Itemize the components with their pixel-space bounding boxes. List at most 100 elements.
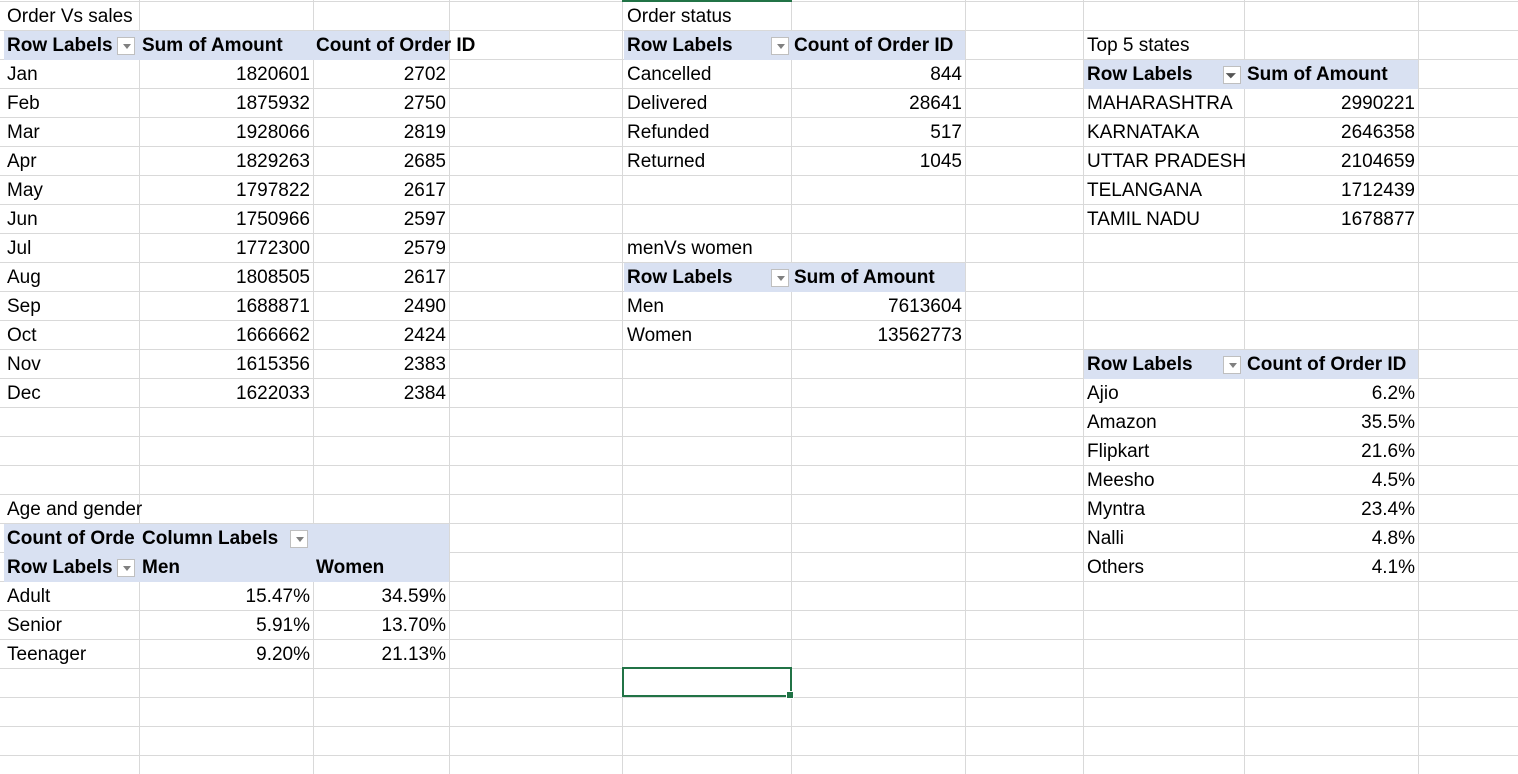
filter-dropdown-icon[interactable] [770,268,789,287]
pivot-title-age-gender[interactable]: Age and gender [7,499,143,520]
value-cell[interactable]: 1615356 [236,354,310,375]
row-label-cell[interactable]: Jan [7,64,38,85]
pivot-header-sum-amount[interactable]: Sum of Amount [791,263,965,292]
row-label-cell[interactable]: Senior [7,615,62,636]
pivot-title-men-vs-women[interactable]: menVs women [627,238,753,259]
pivot-title-top5-states[interactable]: Top 5 states [1087,35,1190,56]
filter-dropdown-icon[interactable] [770,36,789,55]
value-cell[interactable]: 2384 [403,383,446,404]
row-label-cell[interactable]: Jul [7,238,32,259]
value-cell[interactable]: 9.20% [256,644,310,665]
value-cell[interactable]: 1829263 [236,151,310,172]
value-cell[interactable]: 21.6% [1361,441,1415,462]
row-label-cell[interactable]: Meesho [1087,470,1155,491]
row-label-cell[interactable]: Oct [7,325,37,346]
value-cell[interactable]: 2424 [403,325,446,346]
value-cell[interactable]: 1808505 [236,267,310,288]
value-cell[interactable]: 28641 [909,93,962,114]
pivot-header-row-labels[interactable]: Row Labels ⏷ [1084,60,1244,89]
value-cell[interactable]: 2990221 [1341,93,1415,114]
value-cell[interactable]: 2597 [403,209,446,230]
pivot-header-count-order[interactable]: Count of Order ID [313,31,475,60]
row-label-cell[interactable]: Myntra [1087,499,1146,520]
row-label-cell[interactable]: Jun [7,209,38,230]
row-label-cell[interactable]: TAMIL NADU [1087,209,1200,230]
row-label-cell[interactable]: Aug [7,267,41,288]
value-cell[interactable]: 5.91% [256,615,310,636]
row-label-cell[interactable]: Refunded [627,122,710,143]
row-label-cell[interactable]: Dec [7,383,41,404]
value-cell[interactable]: 21.13% [381,644,446,665]
pivot-header-row-labels[interactable]: Row Labels [4,553,139,582]
pivot-title-order-vs-sales[interactable]: Order Vs sales [7,6,133,27]
row-label-cell[interactable]: Returned [627,151,706,172]
row-label-cell[interactable]: Others [1087,557,1145,578]
pivot-header-sum-amount[interactable]: Sum of Amount [139,31,313,60]
filter-funnel-icon[interactable]: ⏷ [1222,65,1241,84]
row-label-cell[interactable]: Adult [7,586,51,607]
value-cell[interactable]: 2646358 [1341,122,1415,143]
pivot-header-row-labels[interactable]: Row Labels [624,263,791,292]
value-cell[interactable]: 35.5% [1361,412,1415,433]
row-label-cell[interactable]: Apr [7,151,37,172]
row-label-cell[interactable]: Sep [7,296,41,317]
pivot-header-men[interactable]: Men [139,553,313,582]
selected-cell[interactable] [622,667,794,699]
row-label-cell[interactable]: Feb [7,93,40,114]
value-cell[interactable]: 34.59% [381,586,446,607]
value-cell[interactable]: 6.2% [1371,383,1415,404]
row-label-cell[interactable]: TELANGANA [1087,180,1203,201]
row-label-cell[interactable]: Delivered [627,93,708,114]
value-cell[interactable]: 1750966 [236,209,310,230]
value-cell[interactable]: 1820601 [236,64,310,85]
row-label-cell[interactable]: Flipkart [1087,441,1150,462]
filter-dropdown-icon[interactable] [1222,355,1241,374]
value-cell[interactable]: 1928066 [236,122,310,143]
pivot-header-row-labels[interactable]: Row Labels [4,31,139,60]
value-cell[interactable]: 1666662 [236,325,310,346]
value-cell[interactable]: 7613604 [888,296,962,317]
row-label-cell[interactable]: UTTAR PRADESH [1087,151,1247,172]
value-cell[interactable]: 4.5% [1371,470,1415,491]
value-cell[interactable]: 2750 [403,93,446,114]
row-label-cell[interactable]: May [7,180,43,201]
value-cell[interactable]: 2104659 [1341,151,1415,172]
value-cell[interactable]: 2383 [403,354,446,375]
value-cell[interactable]: 4.8% [1371,528,1415,549]
pivot-header-row-labels[interactable]: Row Labels [624,31,791,60]
value-cell[interactable]: 13562773 [877,325,962,346]
value-cell[interactable]: 1712439 [1341,180,1415,201]
pivot-header-column-labels[interactable]: Column Labels [139,524,449,553]
value-cell[interactable]: 1678877 [1341,209,1415,230]
value-cell[interactable]: 13.70% [381,615,446,636]
value-cell[interactable]: 1688871 [236,296,310,317]
row-label-cell[interactable]: Women [627,325,693,346]
row-label-cell[interactable]: Ajio [1087,383,1119,404]
value-cell[interactable]: 2490 [403,296,446,317]
filter-dropdown-icon[interactable] [116,36,135,55]
row-label-cell[interactable]: KARNATAKA [1087,122,1200,143]
value-cell[interactable]: 1797822 [236,180,310,201]
row-label-cell[interactable]: MAHARASHTRA [1087,93,1233,114]
value-cell[interactable]: 844 [930,64,962,85]
value-cell[interactable]: 4.1% [1371,557,1415,578]
value-cell[interactable]: 2579 [403,238,446,259]
row-label-cell[interactable]: Teenager [7,644,87,665]
row-label-cell[interactable]: Cancelled [627,64,712,85]
row-label-cell[interactable]: Mar [7,122,40,143]
value-cell[interactable]: 2617 [403,267,446,288]
pivot-header-count-order[interactable]: Count of Order ID [791,31,965,60]
pivot-header-count-label[interactable]: Count of Orde [4,524,139,553]
fill-handle[interactable] [786,691,794,699]
pivot-header-women[interactable]: Women [313,553,449,582]
value-cell[interactable]: 23.4% [1361,499,1415,520]
row-label-cell[interactable]: Nalli [1087,528,1124,549]
row-label-cell[interactable]: Men [627,296,664,317]
pivot-title-order-status[interactable]: Order status [627,6,732,27]
pivot-header-row-labels[interactable]: Row Labels [1084,350,1244,379]
row-label-cell[interactable]: Amazon [1087,412,1157,433]
filter-dropdown-icon[interactable] [116,558,135,577]
value-cell[interactable]: 15.47% [245,586,310,607]
value-cell[interactable]: 2685 [403,151,446,172]
